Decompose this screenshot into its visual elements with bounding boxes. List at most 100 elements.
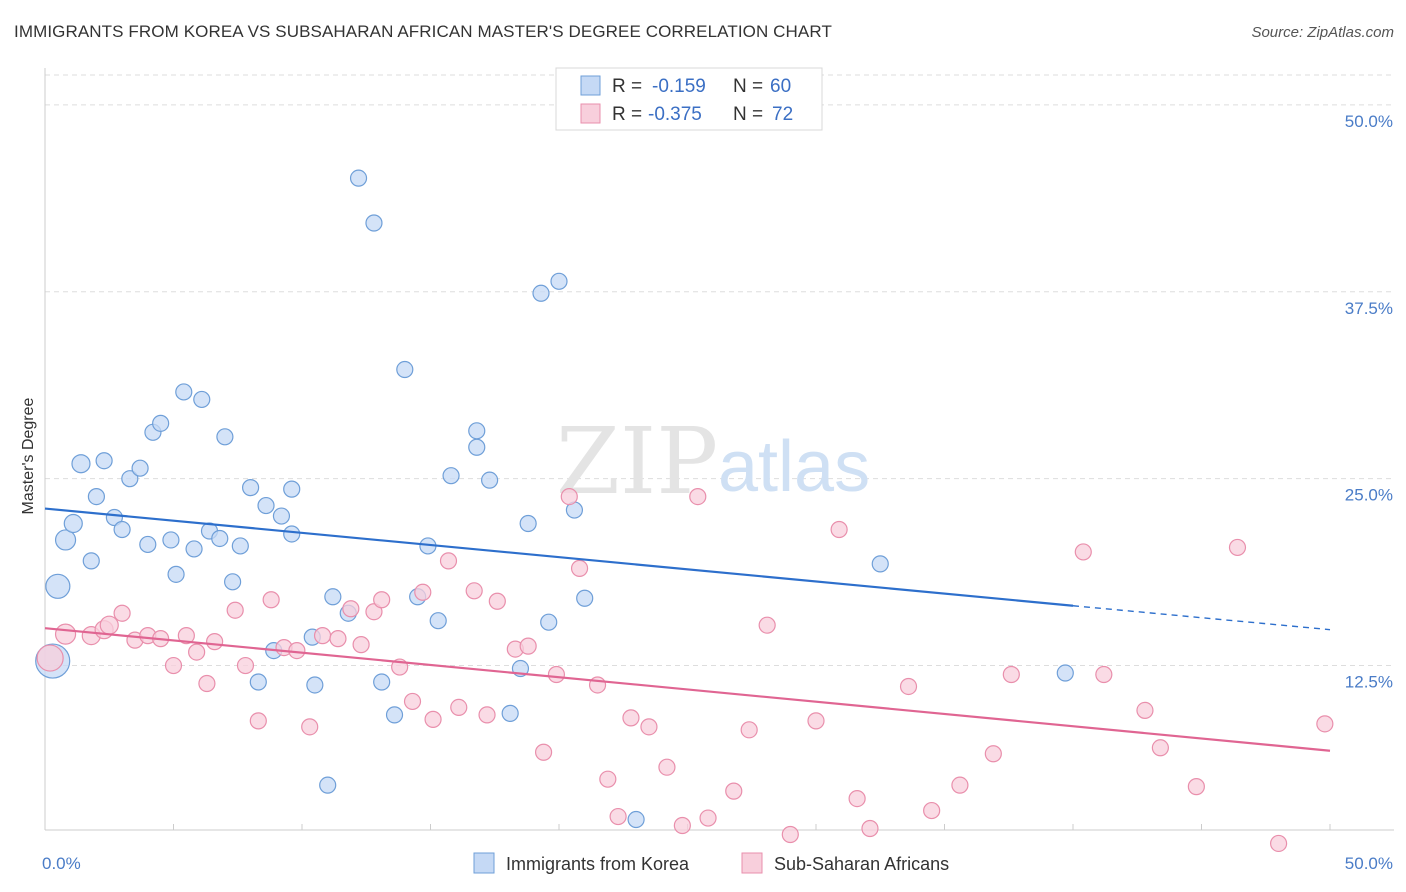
- subsaharan-point: [848, 790, 866, 808]
- subsaharan-point: [622, 709, 640, 727]
- subsaharan-point: [1002, 665, 1020, 684]
- subsaharan-point: [488, 592, 506, 610]
- korea-point: [442, 467, 460, 485]
- korea-point: [152, 414, 170, 432]
- subsaharan-point: [547, 665, 566, 684]
- subsaharan-point: [365, 603, 383, 621]
- subsaharan-point: [725, 782, 743, 800]
- korea-point: [519, 514, 537, 533]
- subsaharan-point: [342, 600, 360, 618]
- subsaharan-point: [1316, 715, 1334, 733]
- subsaharan-point: [262, 591, 280, 609]
- subsaharan-point: [984, 745, 1002, 763]
- korea-point: [283, 480, 301, 498]
- subsaharan-point: [560, 488, 578, 506]
- bottom-legend-label-subsaharan: Sub-Saharan Africans: [774, 854, 949, 874]
- korea-point: [139, 535, 157, 554]
- y-tick-label: 25.0%: [1345, 486, 1393, 505]
- subsaharan-point: [861, 819, 879, 838]
- korea-point: [429, 612, 447, 630]
- korea-point: [249, 673, 267, 691]
- subsaharan-point: [1269, 834, 1288, 853]
- korea-point: [63, 513, 83, 534]
- subsaharan-point: [188, 643, 206, 661]
- korea-point: [468, 422, 486, 440]
- tick-labels: 12.5% 25.0% 37.5% 50.0% 0.0% 50.0%: [42, 112, 1393, 873]
- subsaharan-point: [781, 825, 799, 844]
- subsaharan-point: [807, 712, 825, 730]
- subsaharan-point: [699, 809, 717, 827]
- legend-swatch-korea: [580, 75, 601, 96]
- subsaharan-point: [301, 718, 319, 736]
- subsaharan-point: [1136, 701, 1154, 719]
- subsaharan-point: [99, 615, 119, 635]
- korea-point: [131, 459, 149, 477]
- korea-point: [193, 390, 211, 409]
- subsaharan-point: [534, 743, 553, 761]
- subsaharan-point: [465, 582, 483, 600]
- korea-trend-extension: [1072, 605, 1331, 631]
- subsaharan-point: [609, 807, 627, 826]
- legend-swatch-subsaharan: [580, 103, 601, 124]
- subsaharan-point: [1187, 778, 1205, 796]
- korea-point: [283, 525, 301, 543]
- subsaharan-point: [198, 674, 216, 693]
- korea-point: [105, 508, 123, 527]
- subsaharan-point: [236, 656, 255, 675]
- watermark-atlas: atlas: [718, 427, 870, 507]
- subsaharan-trend-line: [44, 627, 1331, 752]
- subsaharan-point: [177, 627, 195, 645]
- subsaharan-point: [414, 583, 432, 601]
- watermark: ZIP atlas: [556, 408, 870, 515]
- bottom-legend-label-korea: Immigrants from Korea: [506, 854, 690, 874]
- korea-point: [224, 573, 242, 591]
- y-axis-label: Master's Degree: [20, 397, 37, 514]
- y-tick-label: 12.5%: [1345, 673, 1393, 692]
- subsaharan-point: [352, 636, 370, 654]
- subsaharan-point: [673, 816, 691, 835]
- subsaharan-point: [226, 601, 244, 619]
- subsaharan-point: [519, 637, 537, 655]
- korea-point: [1056, 664, 1074, 682]
- x-tick-label: 50.0%: [1345, 854, 1393, 873]
- subsaharan-point: [740, 721, 758, 739]
- subsaharan-point: [830, 520, 848, 539]
- korea-point: [45, 573, 71, 599]
- y-tick-label: 37.5%: [1345, 299, 1393, 318]
- legend-n-label-subsaharan: N =: [733, 104, 763, 125]
- subsaharan-point: [1074, 543, 1092, 561]
- korea-point: [113, 520, 131, 539]
- grid-lines: [45, 74, 1394, 667]
- korea-point: [211, 529, 229, 548]
- legend-r-label-korea: R =: [612, 76, 642, 97]
- korea-point: [396, 360, 414, 379]
- korea-point: [167, 565, 185, 583]
- subsaharan-point: [403, 692, 422, 711]
- korea-point: [468, 438, 486, 456]
- korea-point: [231, 537, 249, 555]
- subsaharan-point: [249, 712, 267, 730]
- x-tick-label: 0.0%: [42, 854, 81, 873]
- korea-point: [54, 529, 77, 551]
- subsaharan-point: [1151, 739, 1169, 757]
- korea-point: [373, 673, 391, 691]
- korea-point: [481, 471, 499, 489]
- korea-point: [162, 531, 180, 549]
- subsaharan-point: [450, 698, 468, 717]
- subsaharan-point: [329, 630, 347, 648]
- korea-point: [349, 169, 368, 187]
- series-subsaharan-points: [36, 488, 1334, 853]
- korea-point: [82, 552, 100, 570]
- bottom-legend-swatch-subsaharan: [741, 852, 763, 874]
- subsaharan-point: [1095, 665, 1113, 684]
- subsaharan-point: [113, 604, 131, 622]
- subsaharan-point: [658, 758, 676, 776]
- series-korea-points: [35, 169, 1074, 829]
- korea-point: [216, 428, 234, 446]
- y-tick-label: 50.0%: [1345, 112, 1393, 131]
- source-credit: Source: ZipAtlas.com: [1251, 24, 1394, 41]
- trend-lines: [44, 507, 1331, 752]
- legend: R = -0.159 N = 60 R = -0.375 N = 72: [555, 67, 823, 131]
- korea-point: [185, 540, 203, 558]
